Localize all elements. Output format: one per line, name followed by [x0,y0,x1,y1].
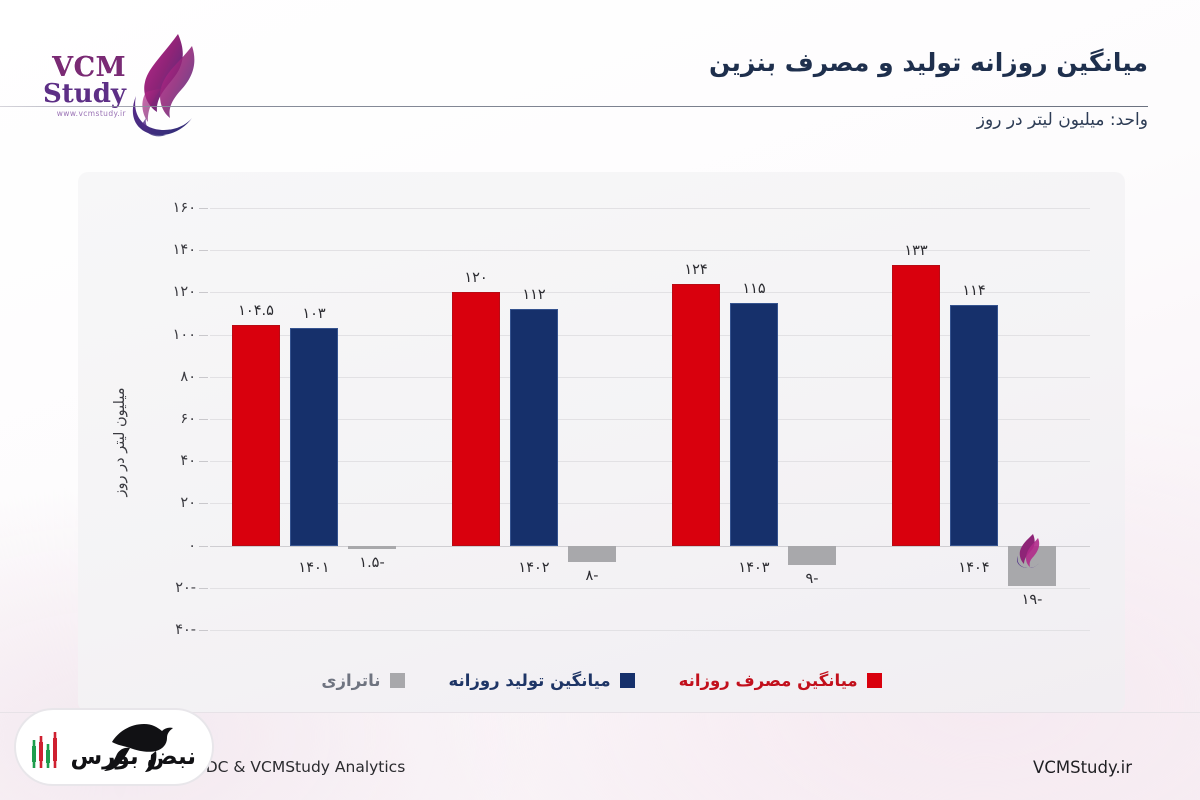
chart-panel: میلیون لیتر در روز ۱۶۰ ۱۴۰ ۱۲۰ ۱۰۰ ۸۰ ۶۰ ۴۰ ۲۰ ۰… [78,172,1125,712]
bar-value-label: ۱۳۳ [904,242,928,259]
x-axis-year-label: ۱۴۰۳ [738,559,770,576]
y-axis-tick-mark [199,292,208,294]
bar-deficit[interactable]: -۱۹ [1008,545,1056,608]
gridline [210,208,1090,209]
y-axis-tick-mark [199,461,208,463]
gridline [210,419,1090,420]
footer-divider [0,712,1200,713]
bar-value-label: ۱۲۴ [684,261,708,278]
x-axis-year-label: ۱۴۰۱ [298,559,330,576]
y-axis-tick-label: ۱۶۰ [172,200,196,216]
bar-consumption[interactable]: ۱۲۰ [452,270,500,546]
legend-label-consumption: میانگین مصرف روزانه [678,671,858,690]
gridline [210,376,1090,378]
bull-candlestick-icon [32,724,173,772]
bar-deficit[interactable]: -۸ [568,545,616,584]
legend-label-deficit: ناترازی [321,671,381,690]
x-axis-year-label: ۱۴۰۴ [958,559,990,576]
y-axis-tick-label: ۱۴۰ [172,242,196,259]
footer-source-text: NIOPDC & VCMStudy Analytics [168,758,406,776]
gridline [210,334,1090,336]
y-axis-tick-mark [199,587,208,589]
legend-swatch-consumption-icon [866,673,882,688]
flame-logo-icon [132,34,195,137]
chart-legend: میانگین مصرف روزانه میانگین تولید روزانه… [78,671,1125,690]
legend-swatch-deficit-icon [389,673,405,688]
bar-value-label: -۱.۵ [359,554,385,571]
y-axis-tick-label: -۴۰ [175,622,196,638]
y-axis-tick-label: ۱۰۰ [172,326,196,343]
gridline [210,545,1090,547]
title-divider [0,106,1148,107]
nabz-badge-label: نبض بورس [70,744,197,770]
bar-consumption[interactable]: ۱۳۳ [892,243,940,546]
bar-production[interactable]: ۱۱۲ [510,287,558,546]
legend-item-deficit[interactable]: ناترازی [321,671,405,690]
y-axis-tick-mark [199,545,208,547]
brand-name-top: VCM [43,54,126,81]
plot-area: ۱۶۰ ۱۴۰ ۱۲۰ ۱۰۰ ۸۰ ۶۰ ۴۰ ۲۰ ۰ -۲۰ -۴۰ ۱۰۴.۵ ۱۰۳ -۱.۵ ۱… [173,200,1090,638]
y-axis-title: میلیون لیتر در روز [112,387,128,497]
gridline [210,587,1090,589]
gridline [210,250,1090,252]
bar-value-label: ۱۱۴ [962,283,986,300]
bar-consumption[interactable]: ۱۲۴ [672,262,720,546]
brand-name-bottom: Study [43,78,126,109]
legend-label-production: میانگین تولید روزانه [448,671,611,690]
y-axis-tick-label: ۰ [188,537,196,554]
brand-url: www.vcmstudy.ir [56,109,126,119]
bar-value-label: ۱۱۲ [522,287,546,304]
page-title: میانگین روزانه تولید و مصرف بنزین [708,48,1148,77]
legend-swatch-production-icon [619,673,635,688]
bar-deficit[interactable]: -۹ [788,545,836,587]
y-axis-tick-mark [199,376,208,378]
bar-value-label: -۱۹ [1021,591,1043,608]
y-axis-tick-mark [199,503,208,505]
y-axis-tick-label: ۶۰ [180,411,196,427]
gridline [210,503,1090,505]
y-axis-tick-label: -۲۰ [175,579,196,596]
y-axis-tick-label: ۲۰ [180,495,196,512]
bar-production[interactable]: ۱۰۳ [290,306,338,546]
y-axis-tick-label: ۸۰ [180,368,196,385]
bar-value-label: -۸ [585,568,599,585]
bar-consumption[interactable]: ۱۰۴.۵ [232,303,280,546]
y-axis-tick-label: ۴۰ [180,453,196,470]
y-axis-tick-mark [199,250,208,252]
nabz-bourse-badge: نبض بورس [14,708,214,786]
footer-site-text: VCMStudy.ir [1033,758,1132,777]
bar-value-label: ۱۱۵ [742,280,766,297]
y-axis-tick-label: ۱۲۰ [172,284,196,301]
page-subtitle: واحد: میلیون لیتر در روز [976,109,1148,130]
y-axis-tick-mark [199,419,208,420]
y-axis-tick-mark [199,208,208,209]
bar-value-label: ۱۰۴.۵ [238,303,274,320]
page-header: VCM Study www.vcmstudy.ir میانگین روزانه… [0,0,1200,168]
bar-value-label: -۹ [805,570,819,587]
bar-value-label: ۱۲۰ [464,270,488,287]
title-block: میانگین روزانه تولید و مصرف بنزین واحد: … [0,46,1148,130]
page-footer: NIOPDC & VCMStudy Analytics VCMStudy.ir [0,712,1200,800]
gridline [210,461,1090,463]
legend-item-consumption[interactable]: میانگین مصرف روزانه [679,671,882,690]
x-axis-year-label: ۱۴۰۲ [518,559,550,576]
y-axis-tick-mark [199,630,208,631]
gridline [210,292,1090,294]
bar-production[interactable]: ۱۱۵ [730,281,778,546]
y-axis-tick-mark [199,334,208,336]
legend-item-production[interactable]: میانگین تولید روزانه [449,671,635,690]
bar-value-label: ۱۰۳ [302,306,326,323]
gridline [210,630,1090,631]
vcm-study-logo: VCM Study www.vcmstudy.ir [32,22,212,150]
bar-deficit[interactable]: -۱.۵ [348,545,396,571]
bar-production[interactable]: ۱۱۴ [950,283,998,546]
